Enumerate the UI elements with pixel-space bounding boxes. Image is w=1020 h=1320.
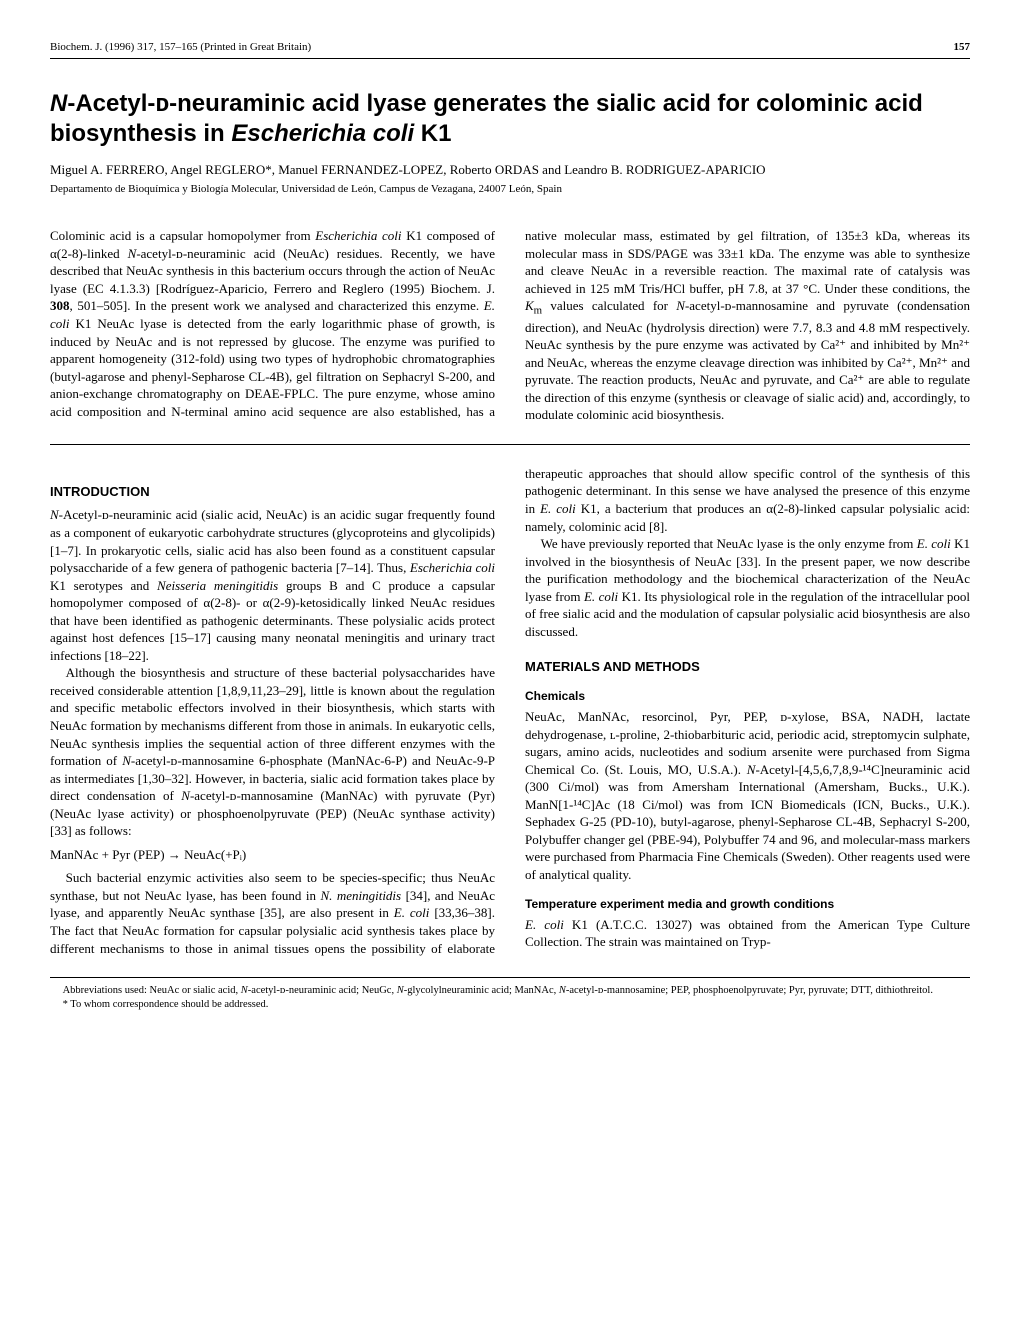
section-heading-introduction: INTRODUCTION xyxy=(50,483,495,501)
intro-para-1: N-Acetyl-ᴅ-neuraminic acid (sialic acid,… xyxy=(50,506,495,664)
abbreviations-note: Abbreviations used: NeuAc or sialic acid… xyxy=(50,984,970,998)
page-number: 157 xyxy=(954,40,971,55)
body-columns: INTRODUCTION N-Acetyl-ᴅ-neuraminic acid … xyxy=(50,465,970,957)
intro-para-2: Although the biosynthesis and structure … xyxy=(50,664,495,839)
abstract-text: Colominic acid is a capsular homopolymer… xyxy=(50,227,970,424)
reaction-equation: ManNAc + Pyr (PEP) → NeuAc(+Pᵢ) xyxy=(50,846,495,864)
chemicals-para: NeuAc, ManNAc, resorcinol, Pyr, PEP, ᴅ-x… xyxy=(525,708,970,883)
article-title: N-Acetyl-ᴅ-neuraminic acid lyase generat… xyxy=(50,89,970,149)
intro-para-4: We have previously reported that NeuAc l… xyxy=(525,535,970,640)
affiliation: Departamento de Bioquímica y Biología Mo… xyxy=(50,182,970,197)
author-list: Miguel A. FERRERO, Angel REGLERO*, Manue… xyxy=(50,161,970,179)
section-heading-materials: MATERIALS AND METHODS xyxy=(525,658,970,676)
correspondence-note: * To whom correspondence should be addre… xyxy=(50,998,970,1012)
sub-heading-temperature: Temperature experiment media and growth … xyxy=(525,896,970,912)
running-header: Biochem. J. (1996) 317, 157–165 (Printed… xyxy=(50,40,970,59)
abstract-block: Colominic acid is a capsular homopolymer… xyxy=(50,227,970,445)
footnotes: Abbreviations used: NeuAc or sialic acid… xyxy=(50,977,970,1011)
temperature-para: E. coli K1 (A.T.C.C. 13027) was obtained… xyxy=(525,916,970,951)
sub-heading-chemicals: Chemicals xyxy=(525,688,970,704)
journal-ref: Biochem. J. (1996) 317, 157–165 (Printed… xyxy=(50,40,311,55)
